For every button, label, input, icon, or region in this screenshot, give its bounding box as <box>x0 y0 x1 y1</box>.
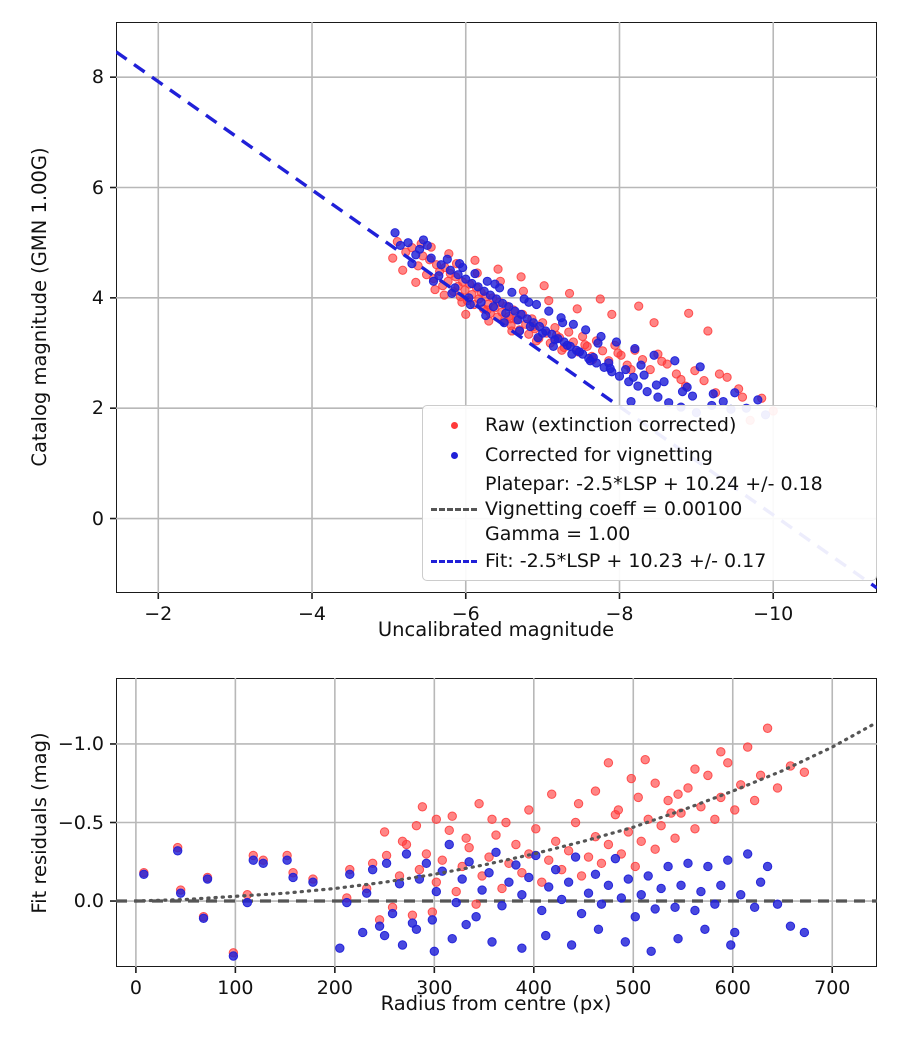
legend-entry-corrected[interactable]: Corrected for vignetting <box>423 442 713 468</box>
legend-label-fit: Fit: -2.5*LSP + 10.23 +/- 0.17 <box>485 550 767 572</box>
legend-entry-platepar[interactable]: Platepar: -2.5*LSP + 10.24 +/- 0.18 Vign… <box>423 470 823 548</box>
legend-label-platepar: Platepar: -2.5*LSP + 10.24 +/- 0.18 Vign… <box>485 472 823 547</box>
bottom-ytick-label: −0.5 <box>57 811 104 834</box>
top-ytick-label: 8 <box>91 66 104 89</box>
top-ytick-label: 6 <box>91 176 104 199</box>
photometric-calibration-panel: Uncalibrated magnitude Catalog magnitude… <box>28 22 877 641</box>
bottom-xtick-label: 200 <box>316 977 353 999</box>
bottom-series-corrected <box>139 839 810 961</box>
bottom-xtick-label: 100 <box>217 977 254 999</box>
bottom-xtick-label: 700 <box>814 977 851 999</box>
legend-marker-corrected-dot <box>423 451 485 459</box>
fit-residuals-panel: Radius from centre (px) Fit residuals (m… <box>0 660 900 1050</box>
bottom-xtick-label: 0 <box>129 977 142 999</box>
top-series-corrected <box>390 228 771 420</box>
top-xtick-label: −8 <box>605 603 634 625</box>
top-xtick-label: −4 <box>297 603 327 625</box>
legend-marker-raw-dot <box>423 421 485 429</box>
bottom-ytick-label: 0.0 <box>73 890 104 913</box>
legend-label-platepar-line3: Gamma = 1.00 <box>485 522 631 545</box>
bottom-series-raw <box>139 723 810 958</box>
legend-label-corrected: Corrected for vignetting <box>485 444 713 466</box>
bottom-xtick-label: 300 <box>416 977 453 999</box>
top-xaxis-title: Uncalibrated magnitude <box>377 618 615 641</box>
bottom-ytick-label: −1.0 <box>57 732 104 755</box>
legend-marker-platepar-line <box>423 507 485 511</box>
legend-entry-fit[interactable]: Fit: -2.5*LSP + 10.23 +/- 0.17 <box>423 548 766 574</box>
bottom-xtick-label: 600 <box>714 977 751 999</box>
bottom-xtick-label: 500 <box>615 977 652 999</box>
legend-label-raw: Raw (extinction corrected) <box>485 414 737 436</box>
bottom-xtick-label: 400 <box>515 977 552 999</box>
legend-entry-raw[interactable]: Raw (extinction corrected) <box>423 412 736 438</box>
top-xtick-label: −2 <box>144 603 173 625</box>
top-plot-legend: Raw (extinction corrected) Corrected for… <box>422 405 877 581</box>
legend-marker-fit-line <box>423 559 485 563</box>
bottom-plot-graphics <box>110 678 877 973</box>
top-ytick-label: 0 <box>91 507 104 530</box>
top-ytick-label: 2 <box>91 397 104 420</box>
top-xtick-label: −6 <box>451 603 480 625</box>
bottom-vignetting-curve <box>134 723 874 903</box>
top-ytick-label: 4 <box>91 286 104 309</box>
bottom-xaxis-title: Radius from centre (px) <box>380 992 612 1015</box>
legend-label-platepar-line1: Platepar: -2.5*LSP + 10.24 +/- 0.18 <box>485 472 823 495</box>
legend-label-platepar-line2: Vignetting coeff = 0.00100 <box>485 497 743 520</box>
top-xtick-label: −10 <box>753 603 794 625</box>
